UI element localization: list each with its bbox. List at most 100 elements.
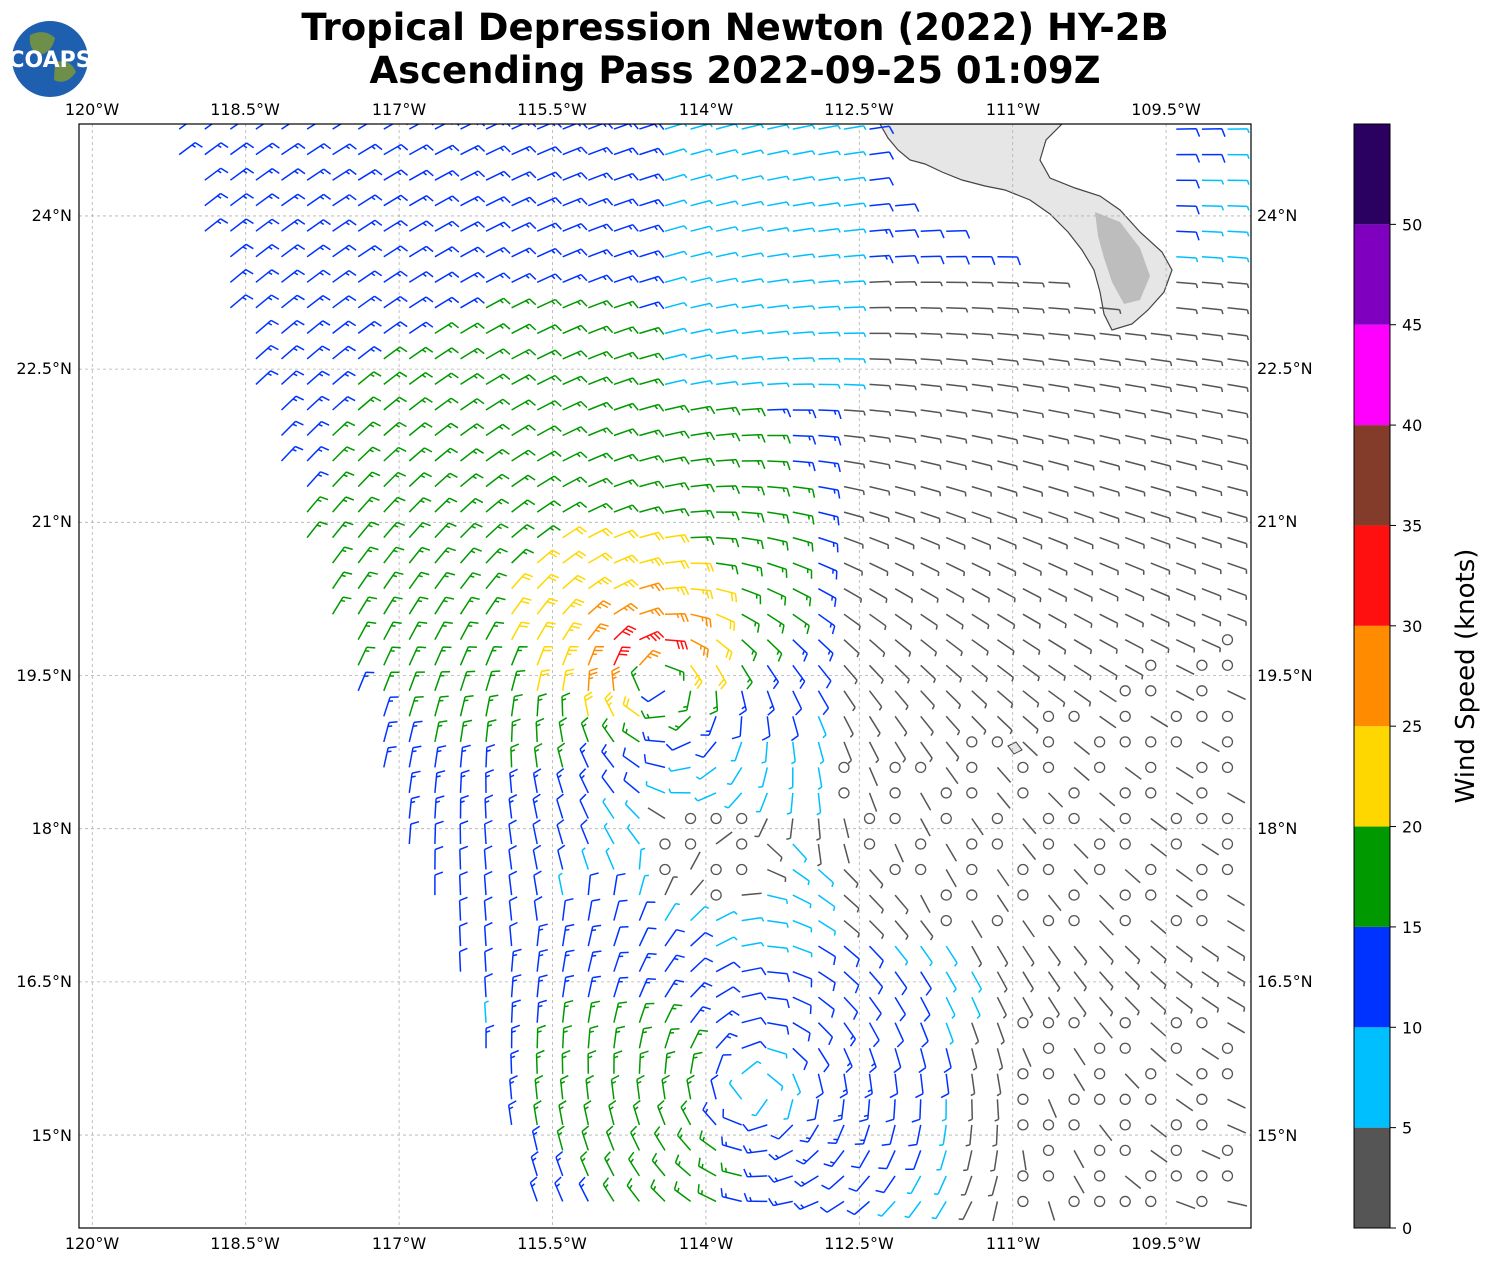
wind-barb <box>945 741 960 762</box>
wind-barb <box>738 690 748 716</box>
calm-wind-marker <box>1170 1017 1182 1029</box>
wind-barb <box>869 151 895 160</box>
wind-barb <box>485 196 511 207</box>
calm-wind-marker <box>1042 761 1055 774</box>
wind-barb <box>1099 1022 1113 1039</box>
wind-barb <box>843 511 865 522</box>
wind-barb <box>690 431 716 441</box>
wind-barb <box>408 695 424 717</box>
wind-barb <box>1150 1124 1167 1138</box>
lon-tick-bottom: 117°W <box>372 1234 427 1253</box>
wind-barb <box>1099 690 1117 703</box>
calm-wind-marker <box>659 838 671 850</box>
wind-barb <box>689 851 701 870</box>
wind-barb <box>1124 664 1144 680</box>
wind-barb <box>332 295 357 309</box>
wind-barb <box>843 843 850 864</box>
wind-barb <box>715 613 736 631</box>
wind-barb <box>255 370 279 385</box>
wind-barb <box>783 1099 794 1120</box>
wind-barb <box>639 531 665 541</box>
wind-barb <box>823 1149 845 1168</box>
wind-barb <box>1124 511 1146 523</box>
wind-barb <box>664 613 689 623</box>
calm-wind-marker <box>1170 1144 1182 1157</box>
wind-barb <box>1022 536 1043 550</box>
wind-barb <box>933 1175 947 1195</box>
wind-barb <box>622 696 640 717</box>
wind-barb <box>434 695 449 717</box>
wind-barb <box>1048 690 1066 708</box>
wind-barb <box>255 243 280 258</box>
wind-barb <box>1099 383 1121 393</box>
wind-barb <box>869 254 894 264</box>
wind-barb <box>678 690 692 713</box>
lon-tick-top: 114°W <box>679 100 734 119</box>
wind-barb <box>1022 511 1043 524</box>
wind-barb <box>850 1150 871 1169</box>
wind-barb <box>281 124 291 130</box>
wind-barb <box>613 529 639 539</box>
wind-barb <box>1073 690 1092 707</box>
wind-barb <box>1227 179 1250 185</box>
wind-barb <box>460 347 485 360</box>
wind-barb <box>817 996 835 1018</box>
wind-barb <box>1227 307 1250 315</box>
wind-barb <box>716 432 741 442</box>
wind-barb <box>561 692 571 717</box>
wind-barb <box>357 320 382 335</box>
wind-barb <box>485 448 510 462</box>
wind-barb <box>332 370 356 385</box>
calm-wind-marker <box>1221 812 1234 825</box>
wind-barb <box>509 768 518 793</box>
wind-barb <box>741 460 766 470</box>
wind-barb <box>204 124 214 130</box>
wind-barb <box>306 124 331 130</box>
wind-barb <box>958 1201 973 1221</box>
wind-barb <box>767 330 790 336</box>
wind-barb <box>561 668 575 691</box>
wind-barb <box>1022 281 1045 288</box>
wind-barb <box>536 645 554 666</box>
wind-barb <box>726 767 743 786</box>
wind-barb <box>843 254 867 260</box>
wind-barb <box>843 228 867 234</box>
wind-barb <box>408 422 433 437</box>
wind-barb <box>971 1048 978 1071</box>
wind-barb <box>1048 434 1070 445</box>
wind-barb <box>868 690 883 711</box>
wind-barb <box>1022 996 1034 1019</box>
wind-barb <box>638 649 661 666</box>
wind-barb <box>588 274 614 284</box>
wind-barb <box>281 218 306 232</box>
wind-barb <box>229 243 254 258</box>
wind-barb <box>761 716 771 741</box>
wind-barb <box>434 547 457 564</box>
wind-barb <box>1048 511 1069 523</box>
wind-barb <box>460 144 486 156</box>
wind-barb <box>971 256 996 266</box>
wind-barb <box>1074 332 1096 340</box>
wind-barb <box>768 1197 793 1207</box>
wind-barb <box>690 587 714 600</box>
wind-barb <box>741 303 765 309</box>
wind-barb <box>1048 281 1071 288</box>
wind-barb <box>613 428 639 437</box>
wind-barb <box>767 996 790 1009</box>
wind-barb <box>1022 562 1042 576</box>
wind-barb <box>971 690 988 709</box>
colorbar-tick-label: 45 <box>1402 316 1422 335</box>
wind-barb <box>827 1124 845 1145</box>
wind-barb <box>1099 588 1119 602</box>
wind-barb <box>906 1175 922 1195</box>
wind-barb <box>792 279 816 285</box>
wind-barb <box>483 819 493 845</box>
wind-barb <box>533 896 543 921</box>
wind-barb <box>306 395 330 411</box>
wind-barb <box>996 715 1013 735</box>
wind-barb <box>408 795 420 819</box>
wind-barb <box>1124 766 1142 780</box>
wind-barb <box>484 794 494 819</box>
wind-barb <box>960 1175 973 1196</box>
wind-barb <box>767 278 790 284</box>
